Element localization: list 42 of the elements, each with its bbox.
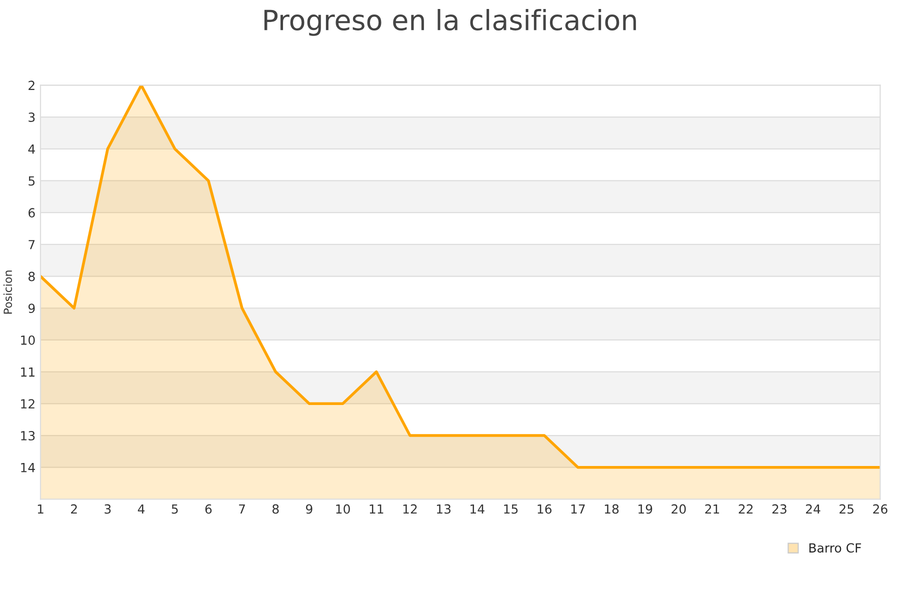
y-tick-label: 13: [21, 430, 35, 440]
y-tick-label: 2: [28, 80, 34, 90]
legend-label: Barro CF: [809, 543, 862, 553]
x-tick-label: 20: [672, 504, 686, 514]
x-tick-label: 6: [205, 504, 212, 514]
x-tick-label: 2: [71, 504, 77, 514]
y-tick-label: 14: [21, 462, 35, 472]
y-tick-label: 10: [21, 335, 35, 345]
x-tick-label: 4: [138, 504, 145, 514]
x-tick-label: 25: [840, 504, 854, 514]
x-tick-label: 9: [306, 504, 312, 514]
x-tick-label: 13: [436, 504, 451, 514]
x-tick-label: 16: [538, 504, 552, 514]
x-tick-label: 10: [336, 504, 350, 514]
x-tick-label: 14: [470, 504, 484, 514]
x-tick-label: 7: [239, 504, 245, 514]
y-tick-label: 12: [21, 399, 34, 408]
x-tick-label: 23: [772, 504, 786, 514]
y-tick-label: 8: [28, 272, 35, 282]
x-tick-label: 12: [403, 504, 417, 514]
y-axis-title: Posicion: [3, 270, 12, 314]
x-tick-label: 3: [104, 504, 111, 514]
x-tick-label: 11: [370, 504, 384, 514]
y-tick-label: 7: [28, 240, 35, 250]
x-tick-label: 26: [873, 504, 888, 514]
y-tick-label: 11: [21, 367, 34, 377]
x-tick-label: 1: [38, 504, 44, 514]
y-tick-label: 6: [28, 208, 35, 218]
y-tick-label: 9: [28, 304, 35, 314]
y-tick-label: 3: [28, 112, 35, 122]
x-tick-label: 5: [172, 504, 178, 514]
x-tick-label: 8: [272, 504, 279, 514]
x-tick-label: 24: [806, 504, 820, 514]
y-tick-label: 4: [28, 144, 35, 154]
x-tick-label: 19: [638, 504, 652, 514]
y-tick-label: 5: [28, 176, 35, 186]
x-tick-label: 15: [504, 504, 518, 514]
chart-title: Progreso en la clasificacion: [264, 9, 636, 36]
x-tick-label: 17: [571, 504, 585, 514]
x-tick-label: 21: [705, 504, 720, 514]
x-tick-label: 18: [604, 504, 619, 514]
x-tick-label: 22: [738, 504, 753, 514]
